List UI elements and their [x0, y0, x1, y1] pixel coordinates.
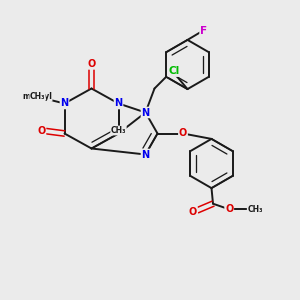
Text: O: O — [37, 125, 46, 136]
Text: CH₃: CH₃ — [30, 92, 45, 101]
Text: N: N — [60, 98, 69, 109]
Text: N: N — [141, 149, 150, 160]
Text: N: N — [114, 98, 123, 109]
Text: O: O — [87, 59, 96, 69]
Text: O: O — [179, 128, 187, 139]
Text: CH₃: CH₃ — [247, 205, 263, 214]
Text: methyl: methyl — [22, 92, 52, 101]
Text: O: O — [189, 207, 197, 217]
Text: Cl: Cl — [168, 66, 180, 76]
Text: CH₃: CH₃ — [111, 126, 126, 135]
Text: O: O — [225, 204, 233, 214]
Text: F: F — [200, 26, 207, 36]
Text: N: N — [141, 107, 150, 118]
